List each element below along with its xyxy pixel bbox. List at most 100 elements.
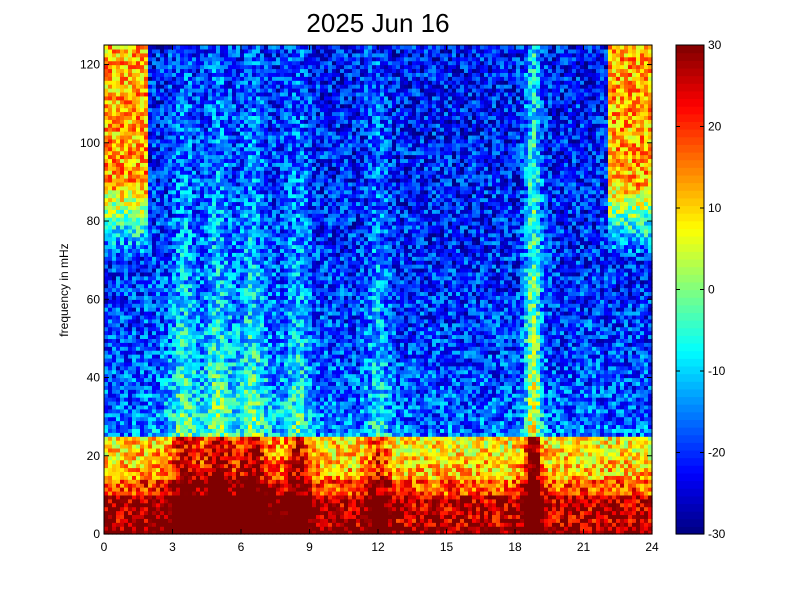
heatmap-cell xyxy=(164,467,169,473)
heatmap-cell xyxy=(188,193,193,199)
heatmap-cell xyxy=(248,166,253,171)
heatmap-cell xyxy=(208,127,213,132)
heatmap-cell xyxy=(212,134,217,140)
heatmap-cell xyxy=(200,115,205,120)
heatmap-cell xyxy=(128,201,133,206)
heatmap-cell xyxy=(160,267,165,273)
heatmap-cell xyxy=(112,166,117,171)
heatmap-cell xyxy=(108,440,113,445)
heatmap-cell xyxy=(196,307,201,312)
heatmap-cell xyxy=(164,283,169,289)
heatmap-cell xyxy=(136,162,141,167)
heatmap-cell xyxy=(156,138,161,144)
heatmap-cell xyxy=(132,494,137,500)
heatmap-cell xyxy=(124,389,129,394)
heatmap-cell xyxy=(160,119,165,124)
heatmap-cell xyxy=(104,483,109,488)
heatmap-cell xyxy=(252,393,257,398)
heatmap-cell xyxy=(220,490,225,496)
heatmap-cell xyxy=(212,393,217,398)
heatmap-cell xyxy=(128,490,133,496)
heatmap-cell xyxy=(120,365,125,371)
heatmap-cell xyxy=(148,99,153,105)
heatmap-cell xyxy=(152,498,157,504)
heatmap-cell xyxy=(196,45,201,50)
heatmap-cell xyxy=(156,408,161,414)
heatmap-cell xyxy=(172,95,177,101)
heatmap-cell xyxy=(128,420,133,426)
heatmap-cell xyxy=(244,131,249,136)
heatmap-cell xyxy=(108,295,113,300)
heatmap-cell xyxy=(260,447,265,453)
heatmap-cell xyxy=(104,232,109,238)
heatmap-cell xyxy=(224,408,229,414)
heatmap-cell xyxy=(248,48,253,54)
heatmap-cell xyxy=(180,56,185,62)
heatmap-cell xyxy=(108,228,113,234)
heatmap-cell xyxy=(248,506,253,512)
heatmap-cell xyxy=(236,494,241,500)
heatmap-cell xyxy=(172,526,177,531)
heatmap-cell xyxy=(224,479,229,484)
heatmap-cell xyxy=(196,459,201,465)
heatmap-cell xyxy=(252,287,257,293)
heatmap-cell xyxy=(128,318,133,324)
heatmap-cell xyxy=(196,248,201,253)
heatmap-cell xyxy=(260,502,265,508)
heatmap-cell xyxy=(228,103,233,109)
heatmap-cell xyxy=(240,138,245,144)
heatmap-cell xyxy=(224,463,229,469)
heatmap-cell xyxy=(168,64,173,70)
heatmap-cell xyxy=(204,342,209,347)
heatmap-cell xyxy=(160,361,165,367)
heatmap-cell xyxy=(104,424,109,429)
heatmap-cell xyxy=(248,174,253,179)
heatmap-cell xyxy=(204,498,209,504)
heatmap-cell xyxy=(260,314,265,320)
heatmap-cell xyxy=(200,236,205,242)
heatmap-cell xyxy=(108,326,113,332)
heatmap-cell xyxy=(256,397,261,402)
heatmap-cell xyxy=(220,502,225,508)
heatmap-cell xyxy=(240,224,245,230)
heatmap-cell xyxy=(212,487,217,492)
heatmap-cell xyxy=(240,252,245,257)
heatmap-cell xyxy=(136,357,141,363)
heatmap-cell xyxy=(200,52,205,58)
heatmap-cell xyxy=(248,432,253,437)
heatmap-cell xyxy=(236,314,241,320)
heatmap-cell xyxy=(248,311,253,316)
heatmap-cell xyxy=(164,338,169,343)
heatmap-cell xyxy=(112,432,117,437)
heatmap-cell xyxy=(260,361,265,367)
heatmap-cell xyxy=(140,330,145,336)
heatmap-cell xyxy=(112,150,117,156)
heatmap-cell xyxy=(140,522,145,527)
heatmap-cell xyxy=(240,107,245,113)
heatmap-cell xyxy=(260,303,265,308)
heatmap-cell xyxy=(256,56,261,62)
heatmap-cell xyxy=(108,463,113,469)
heatmap-cell xyxy=(200,330,205,336)
heatmap-cell xyxy=(112,174,117,179)
heatmap-cell xyxy=(144,393,149,398)
heatmap-cell xyxy=(260,189,265,195)
heatmap-cell xyxy=(108,518,113,523)
heatmap-cell xyxy=(220,420,225,426)
heatmap-cell xyxy=(240,142,245,148)
heatmap-cell xyxy=(252,424,257,429)
heatmap-cell xyxy=(152,45,157,50)
heatmap-cell xyxy=(196,80,201,85)
heatmap-cell xyxy=(252,444,257,449)
heatmap-cell xyxy=(144,502,149,508)
heatmap-cell xyxy=(212,361,217,367)
heatmap-cell xyxy=(108,444,113,449)
heatmap-cell xyxy=(116,123,121,128)
heatmap-cell xyxy=(112,369,117,375)
heatmap-cell xyxy=(180,107,185,113)
heatmap-cell xyxy=(144,342,149,347)
heatmap-cell xyxy=(116,487,121,492)
heatmap-cell xyxy=(160,150,165,156)
heatmap-cell xyxy=(228,416,233,422)
heatmap-cell xyxy=(108,170,113,175)
